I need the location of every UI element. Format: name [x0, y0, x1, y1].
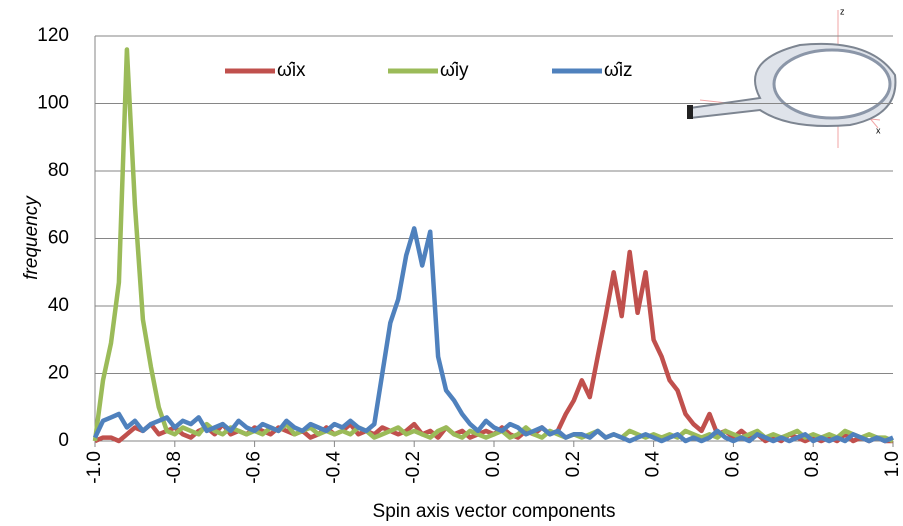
y-tick-label: 60 [48, 228, 69, 249]
x-tick-label: -0.2 [403, 451, 424, 484]
x-tick-label: -0.8 [164, 451, 185, 484]
x-tick-label: -1.0 [84, 451, 105, 484]
x-tick-label: 0.8 [802, 451, 823, 477]
y-tick-label: 120 [37, 25, 69, 46]
x-tick-label: 0.0 [483, 451, 504, 477]
data-line [94, 249, 893, 444]
svg-text:z: z [840, 6, 845, 16]
x-tick-label: -0.6 [244, 451, 265, 484]
x-tick-label: -0.4 [323, 451, 344, 484]
y-axis-title: frequency [21, 195, 42, 280]
y-tick-label: 0 [58, 430, 69, 451]
x-tick-label: 0.2 [563, 451, 584, 477]
legend-label: ω̂iz [604, 60, 633, 81]
data-line [92, 226, 894, 444]
x-tick-label: 1.0 [882, 451, 903, 477]
x-tick-label: 0.6 [722, 451, 743, 477]
racket-illustration: z x [687, 6, 897, 148]
svg-text:x: x [876, 125, 881, 135]
y-tick-label: 40 [48, 295, 69, 316]
x-tick-label: 0.4 [643, 451, 664, 478]
legend-label: ω̂iy [440, 60, 469, 81]
y-tick-label: 80 [48, 160, 69, 181]
y-tick-label: 20 [48, 363, 69, 384]
legend-label: ω̂ix [277, 60, 306, 81]
x-axis-title: Spin axis vector components [373, 501, 616, 522]
y-tick-label: 100 [37, 93, 69, 114]
